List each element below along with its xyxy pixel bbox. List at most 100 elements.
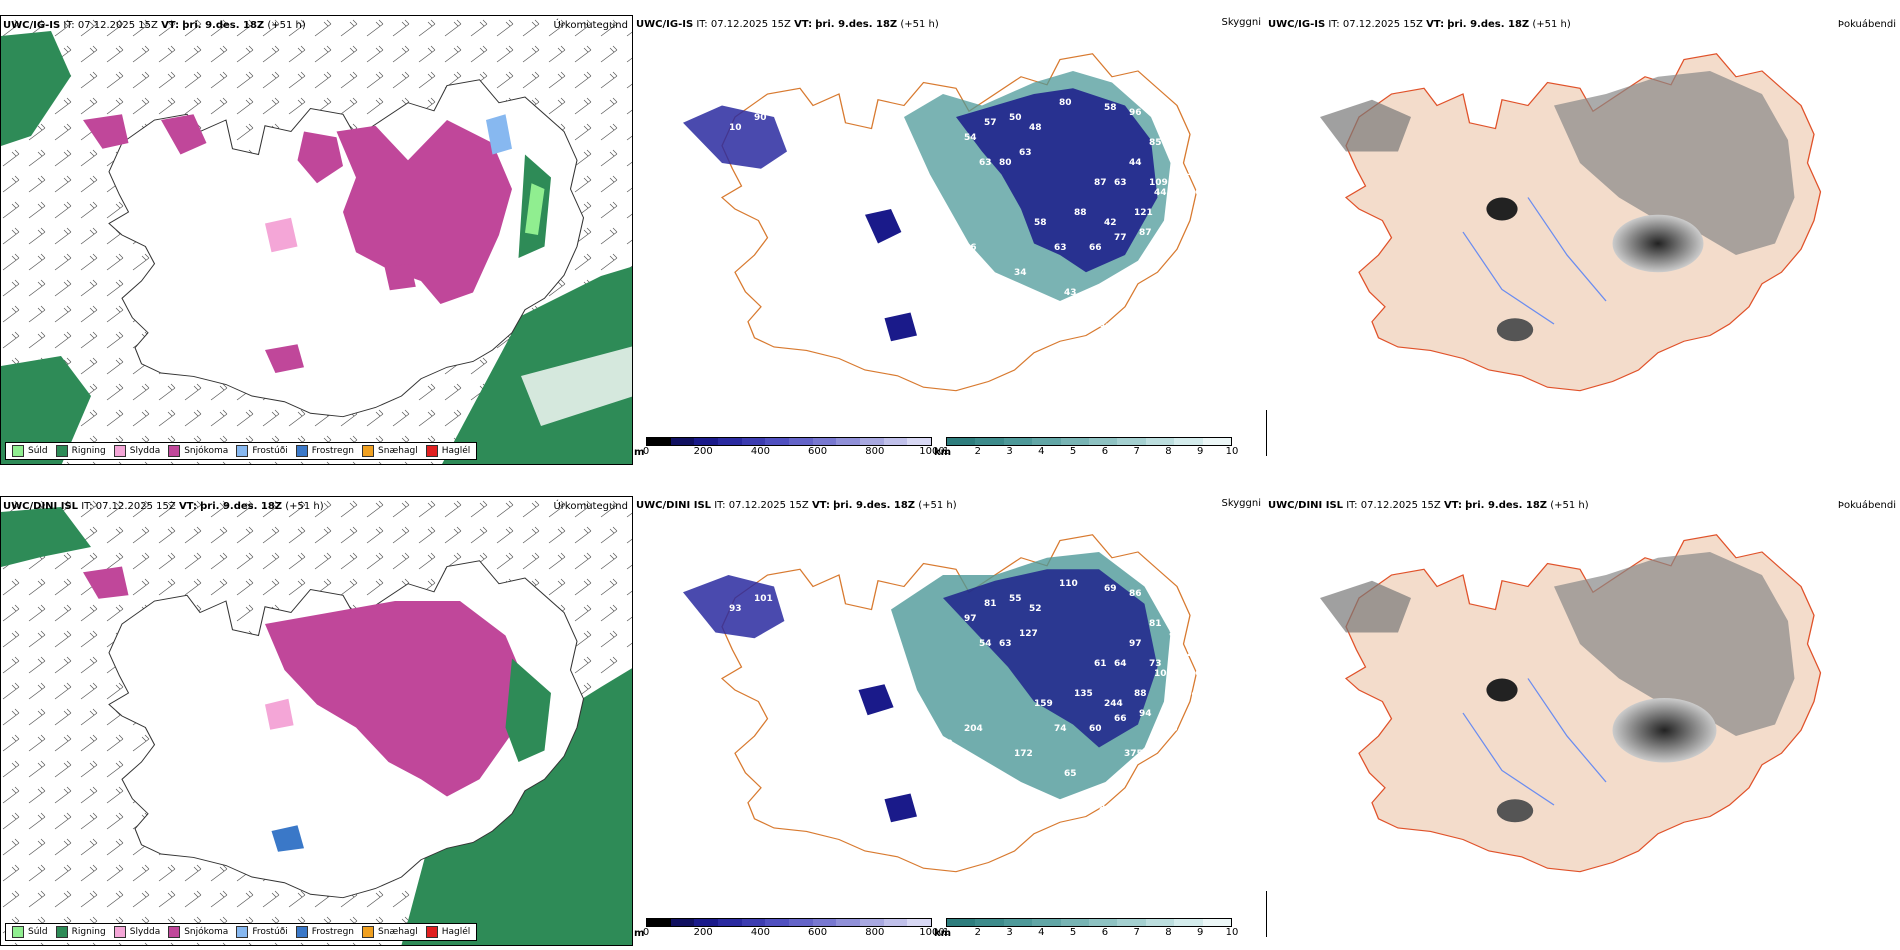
visibility-value-label: 85 bbox=[1169, 629, 1182, 639]
visibility-value-label: 100 bbox=[1154, 669, 1173, 679]
colorbar-tick-label: 10 bbox=[1225, 927, 1239, 938]
panel-header: UWC/IG-IS IT: 07.12.2025 15Z VT: þri. 9.… bbox=[636, 19, 939, 30]
visibility-value-label: 34 bbox=[1014, 268, 1027, 278]
colorbar-tick-label: 5 bbox=[1069, 927, 1077, 938]
colorbar-tick-label: 3 bbox=[1006, 927, 1013, 938]
fog-panel-top: UWC/IG-IS IT: 07.12.2025 15Z VT: þri. 9.… bbox=[1268, 15, 1900, 465]
visibility-value-label: 80 bbox=[999, 158, 1012, 168]
visibility-value-label: 97 bbox=[964, 614, 977, 624]
visibility-value-label: 87 bbox=[1139, 228, 1152, 238]
panel-title-visibility: Skyggni bbox=[1221, 17, 1261, 28]
visibility-value-label: 88 bbox=[1074, 208, 1087, 218]
colorbar-tick-label: 7 bbox=[1133, 446, 1140, 457]
visibility-value-label: 66 bbox=[1089, 243, 1102, 253]
visibility-value-label: 55 bbox=[1009, 594, 1022, 604]
visibility-value-label: 87 bbox=[1094, 178, 1107, 188]
precip-legend: Súld Rigning Slydda Snjókoma Frostúði Fr… bbox=[5, 923, 478, 941]
visibility-value-label: 48 bbox=[1029, 123, 1042, 133]
visibility-value-label: 282 bbox=[934, 739, 953, 749]
panel-title-fog: Þokuábendi bbox=[1837, 500, 1896, 511]
visibility-value-label: 54 bbox=[979, 639, 992, 649]
fog-legend: 060 bbox=[1266, 891, 1267, 937]
colorbar-tick-label: 800 bbox=[865, 927, 885, 938]
precip-map-bottom bbox=[1, 497, 632, 945]
panel-header: UWC/IG-IS IT: 07.12.2025 15Z VT: þri. 9.… bbox=[1268, 19, 1571, 30]
visibility-value-label: 99 bbox=[1194, 218, 1207, 228]
visibility-value-label: 73 bbox=[1149, 659, 1162, 669]
legend-item: Frostregn bbox=[295, 926, 354, 938]
visibility-value-label: 36 bbox=[964, 243, 977, 253]
visibility-panel-bottom: 65 52 101 93 97 81 55 52 54 63 127 110 69 86 81 97 61 64 7… bbox=[634, 496, 1267, 946]
visibility-value-label: 204 bbox=[964, 724, 983, 734]
colorbar-tick-label: 200 bbox=[693, 446, 713, 457]
visibility-value-label: 81 bbox=[1149, 619, 1162, 629]
precip-panel-bottom: UWC/DINI ISL IT: 07.12.2025 15Z VT: þri.… bbox=[0, 496, 633, 946]
precip-legend: Súld Rigning Slydda Snjókoma Frostúði Fr… bbox=[5, 442, 478, 460]
visibility-value-label: 153 bbox=[1134, 809, 1153, 819]
legend-item: Slydda bbox=[113, 445, 160, 457]
visibility-value-label: 10 bbox=[729, 123, 742, 133]
legend-item: Snjókoma bbox=[168, 445, 228, 457]
colorbar-tick-label: 3 bbox=[1006, 446, 1013, 457]
colorbar-tick-label: 0 bbox=[642, 446, 650, 457]
visibility-value-label: 57 bbox=[984, 118, 997, 128]
colorbar-tick-label: 4 bbox=[1038, 446, 1045, 457]
visibility-value-label: 159 bbox=[1034, 699, 1053, 709]
panel-title-precip: Úrkomutegund bbox=[553, 20, 628, 31]
colorbar-tick-label: 1000 bbox=[919, 446, 945, 457]
visibility-value-label: 97 bbox=[1144, 774, 1157, 784]
visibility-colorbar: km 1 2 3 4 5 6 7 8 9 10 bbox=[934, 437, 1239, 458]
visibility-value-label: 63 bbox=[999, 639, 1012, 649]
legend-item: Slydda bbox=[113, 926, 160, 938]
visibility-value-label: 161 bbox=[1189, 669, 1208, 679]
visibility-value-label: 66 bbox=[1114, 714, 1127, 724]
visibility-value-label: 135 bbox=[1074, 689, 1093, 699]
colorbar-tick-label: 8 bbox=[1165, 927, 1172, 938]
colorbar-ticks: 1 2 3 4 5 6 7 8 9 10 bbox=[942, 446, 1239, 458]
visibility-value-label: 89 bbox=[1194, 263, 1207, 273]
visibility-value-label: 78 bbox=[1194, 699, 1207, 709]
colorbar-gradient bbox=[646, 437, 932, 446]
visibility-colorbar: km 1 2 3 4 5 6 7 8 9 10 bbox=[934, 918, 1239, 939]
colorbar-tick-label: 400 bbox=[750, 446, 770, 457]
colorbar-tick-label: 200 bbox=[693, 927, 713, 938]
visibility-value-label: 50 bbox=[1009, 113, 1022, 123]
visibility-value-label: 66 bbox=[1114, 298, 1127, 308]
visibility-value-label: 63 bbox=[1054, 243, 1067, 253]
legend-item: Súld bbox=[12, 926, 48, 938]
visibility-value-label: 137 bbox=[964, 889, 983, 899]
visibility-value-label: 60 bbox=[1089, 724, 1102, 734]
visibility-value-label: 322 bbox=[1174, 649, 1193, 659]
visibility-value-label: 52 bbox=[789, 554, 802, 564]
fog-map-bottom bbox=[1320, 534, 1822, 873]
colorbar-tick-label: 800 bbox=[865, 446, 885, 457]
colorbar-ticks: 1 2 3 4 5 6 7 8 9 10 bbox=[943, 927, 1239, 939]
colorbar-tick-label: 6 bbox=[1101, 446, 1109, 457]
visibility-value-label: 36 bbox=[1189, 188, 1202, 198]
visibility-value-label: 64 bbox=[1114, 659, 1127, 669]
visibility-value-label: 94 bbox=[1114, 779, 1127, 789]
colorbar-tick-label: 8 bbox=[1165, 446, 1172, 457]
panel-title-fog: Þokuábendi bbox=[1837, 19, 1896, 30]
visibility-value-label: 85 bbox=[1149, 138, 1162, 148]
visibility-value-label: 93 bbox=[729, 604, 742, 614]
colorbar-tick-label: 1 bbox=[942, 446, 950, 457]
visibility-value-label: 74 bbox=[1054, 724, 1067, 734]
legend-item: Haglél bbox=[425, 445, 470, 457]
visibility-value-label: 58 bbox=[1104, 103, 1117, 113]
visibility-value-label: 121 bbox=[1134, 208, 1153, 218]
visibility-value-label: 375 bbox=[1124, 749, 1143, 759]
colorbar-tick-label: 600 bbox=[808, 927, 828, 938]
visibility-value-label: 50 bbox=[1084, 829, 1097, 839]
colorbar-tick-label: 4 bbox=[1038, 927, 1045, 938]
legend-item: Frostúði bbox=[236, 445, 288, 457]
legend-item: Snæhagl bbox=[362, 445, 418, 457]
visibility-value-label: 44 bbox=[1154, 188, 1167, 198]
visibility-value-label: 169 bbox=[1194, 744, 1213, 754]
visibility-value-label: 47 bbox=[1164, 278, 1177, 288]
colorbar-tick-label: 2 bbox=[974, 446, 981, 457]
visibility-value-label: 63 bbox=[1114, 178, 1127, 188]
visibility-value-label: 69 bbox=[1104, 584, 1117, 594]
colorbar-tick-label: 9 bbox=[1197, 446, 1204, 457]
cloudbase-colorbar: m 0 200 400 600 800 1000 bbox=[634, 918, 945, 939]
